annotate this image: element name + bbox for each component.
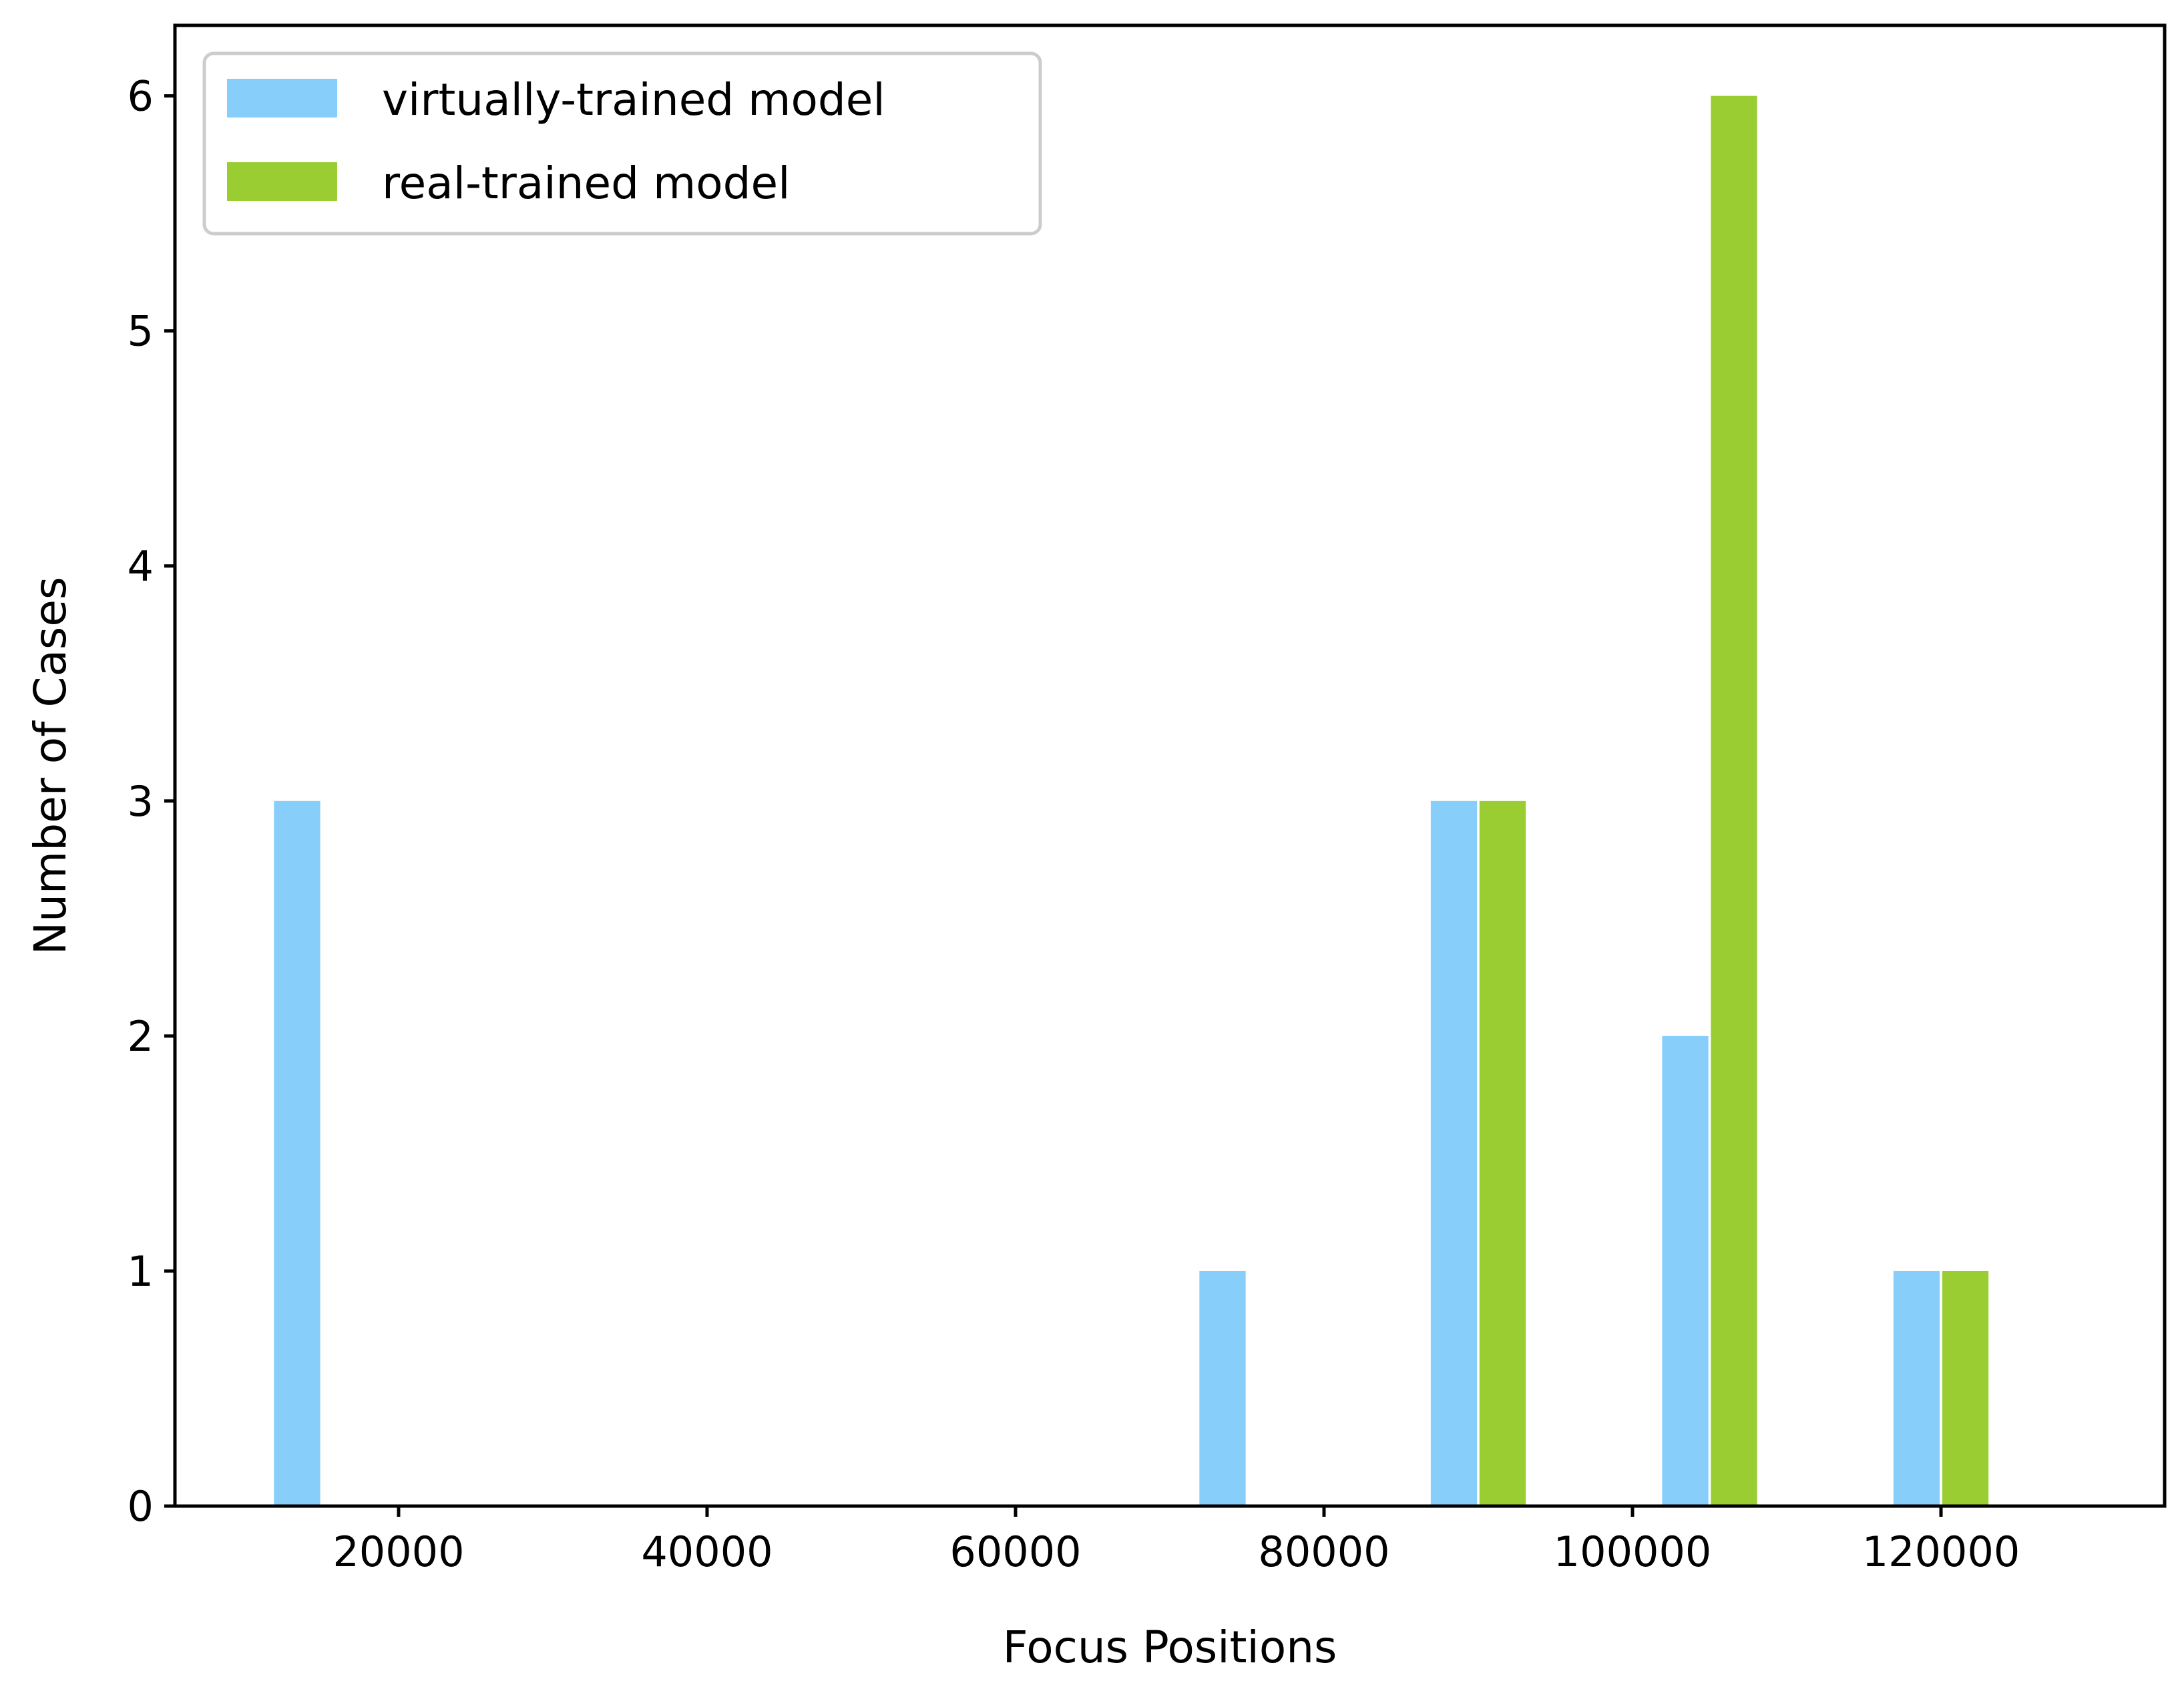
legend-box [202, 51, 1042, 236]
y-tick-label: 3 [128, 777, 154, 826]
bar-real-trained-3 [1711, 95, 1757, 1506]
y-tick-label: 5 [128, 307, 154, 356]
legend-swatch-virtually-trained [227, 79, 337, 117]
y-axis-ticks: 0 1 2 3 4 5 6 [128, 72, 175, 1531]
bar-virtually-trained-2 [1430, 800, 1478, 1506]
y-axis-label: Number of Cases [25, 577, 76, 955]
x-tick-label: 120000 [1862, 1527, 2020, 1576]
bar-virtually-trained-3 [1662, 1035, 1709, 1506]
bar-real-trained-4 [1942, 1270, 1989, 1506]
x-tick-label: 40000 [641, 1527, 773, 1576]
legend-label-virtually-trained: virtually-trained model [382, 74, 885, 126]
bar-virtually-trained-4 [1893, 1270, 1940, 1506]
x-axis-label: Focus Positions [1003, 1622, 1337, 1673]
plot-frame [173, 23, 2167, 1508]
y-tick-label: 1 [128, 1247, 154, 1296]
legend-label-real-trained: real-trained model [382, 158, 791, 209]
legend-swatch-real-trained [227, 162, 337, 201]
legend: virtually-trained model real-trained mod… [202, 51, 1042, 236]
x-tick-label: 60000 [949, 1527, 1081, 1576]
x-axis-ticks: 20000 40000 60000 80000 100000 120000 [333, 1506, 2020, 1576]
y-tick-label: 0 [128, 1482, 154, 1531]
y-tick-label: 4 [128, 542, 154, 591]
bar-virtually-trained-0 [274, 800, 320, 1506]
y-tick-label: 6 [128, 72, 154, 121]
bar-real-trained-2 [1479, 800, 1526, 1506]
x-tick-label: 100000 [1554, 1527, 1712, 1576]
y-tick-label: 2 [128, 1012, 154, 1061]
bar-virtually-trained-1 [1199, 1270, 1246, 1506]
x-tick-label: 20000 [333, 1527, 464, 1576]
x-tick-label: 80000 [1258, 1527, 1389, 1576]
bars-group [274, 95, 1989, 1506]
